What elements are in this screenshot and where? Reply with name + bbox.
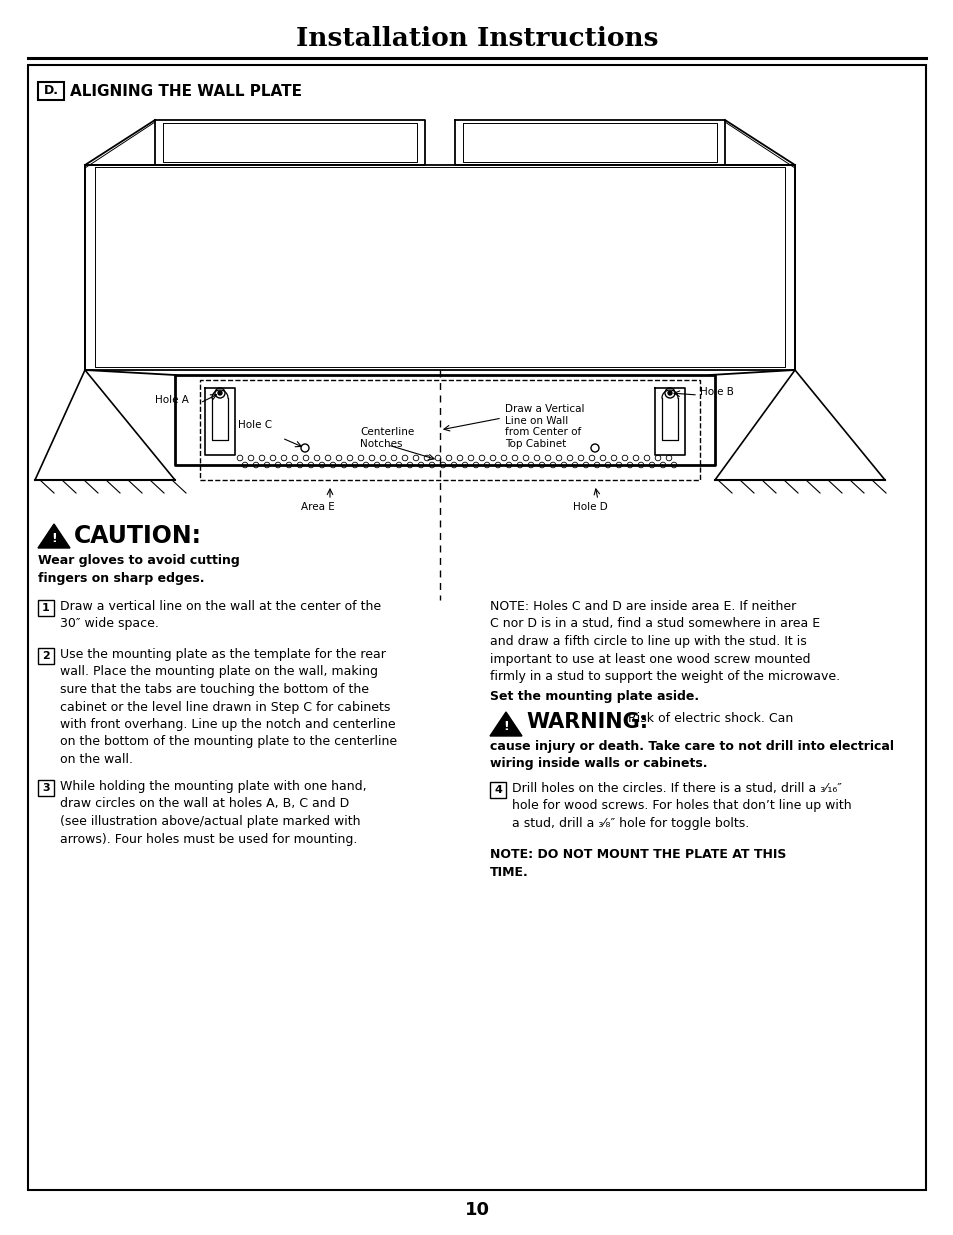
Text: D.: D.: [44, 84, 58, 98]
Bar: [38, 82, 64, 100]
Text: Set the mounting plate aside.: Set the mounting plate aside.: [490, 690, 699, 703]
Text: Use the mounting plate as the template for the rear
wall. Place the mounting pla: Use the mounting plate as the template f…: [60, 648, 396, 766]
Text: While holding the mounting plate with one hand,
draw circles on the wall at hole: While holding the mounting plate with on…: [60, 781, 366, 846]
Text: Installation Instructions: Installation Instructions: [295, 26, 658, 51]
Text: Drill holes on the circles. If there is a stud, drill a ₃⁄₁₆″
hole for wood scre: Drill holes on the circles. If there is …: [512, 782, 851, 830]
Polygon shape: [38, 524, 70, 548]
Text: Hole D: Hole D: [572, 501, 607, 513]
Text: 1: 1: [42, 603, 50, 613]
Bar: [38, 648, 54, 664]
Text: cause injury or death. Take care to not drill into electrical
wiring inside wall: cause injury or death. Take care to not …: [490, 740, 893, 771]
Text: Draw a Vertical
Line on Wall
from Center of
Top Cabinet: Draw a Vertical Line on Wall from Center…: [504, 404, 584, 448]
Polygon shape: [490, 713, 521, 736]
Text: Hole A: Hole A: [154, 395, 189, 405]
Text: Risk of electric shock. Can: Risk of electric shock. Can: [623, 713, 792, 725]
Text: !: !: [51, 531, 57, 545]
Text: Centerline
Notches: Centerline Notches: [359, 427, 414, 448]
Text: CAUTION:: CAUTION:: [74, 524, 202, 548]
Circle shape: [667, 391, 671, 395]
Bar: [38, 781, 54, 797]
Text: WARNING:: WARNING:: [525, 713, 647, 732]
Text: 3: 3: [42, 783, 50, 793]
Bar: [200, 380, 700, 480]
Text: 2: 2: [42, 651, 50, 661]
Text: 10: 10: [464, 1200, 489, 1219]
Text: Wear gloves to avoid cutting
fingers on sharp edges.: Wear gloves to avoid cutting fingers on …: [38, 555, 239, 585]
Bar: [490, 782, 505, 798]
Text: Hole C: Hole C: [237, 420, 272, 430]
Text: Area E: Area E: [301, 501, 335, 513]
Circle shape: [218, 391, 222, 395]
Text: Draw a vertical line on the wall at the center of the
30″ wide space.: Draw a vertical line on the wall at the …: [60, 600, 381, 631]
Text: Hole B: Hole B: [700, 387, 733, 396]
Text: !: !: [502, 720, 508, 732]
Text: 4: 4: [494, 785, 501, 795]
Text: NOTE: DO NOT MOUNT THE PLATE AT THIS
TIME.: NOTE: DO NOT MOUNT THE PLATE AT THIS TIM…: [490, 848, 785, 878]
Text: ALIGNING THE WALL PLATE: ALIGNING THE WALL PLATE: [70, 84, 302, 99]
Bar: [38, 600, 54, 616]
Text: NOTE: Holes C and D are inside area E. If neither
C nor D is in a stud, find a s: NOTE: Holes C and D are inside area E. I…: [490, 600, 840, 683]
